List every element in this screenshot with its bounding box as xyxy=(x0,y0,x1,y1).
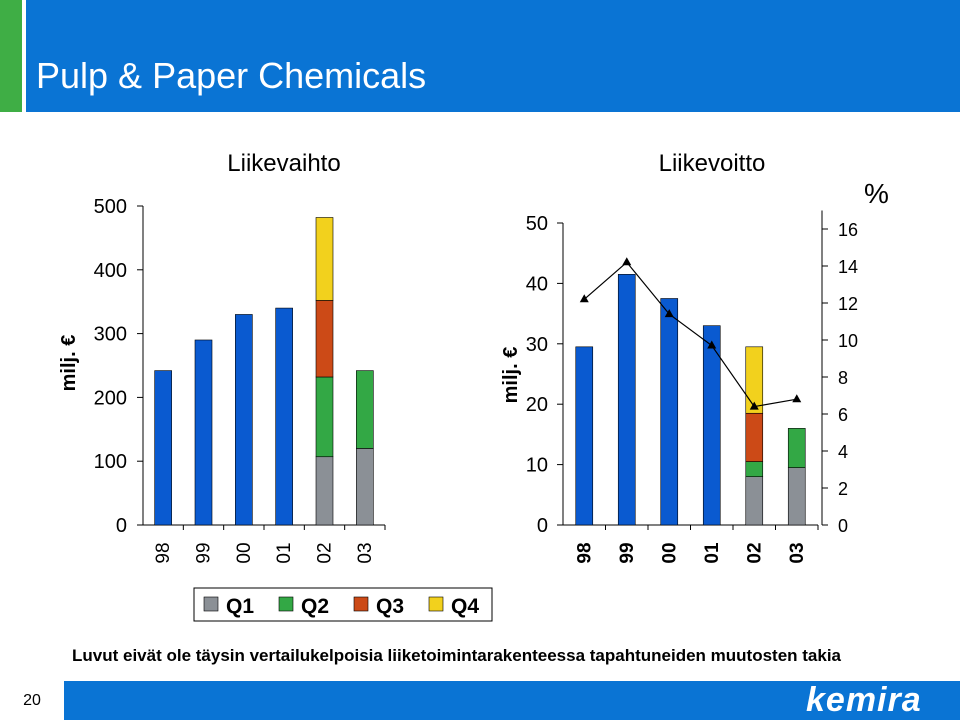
x-tick-label: 01 xyxy=(274,542,295,563)
bar-annual-98 xyxy=(575,346,594,526)
secondary-y-tick-label: 6 xyxy=(838,405,848,425)
y-tick-label: 40 xyxy=(526,273,548,295)
bar-annual-01 xyxy=(275,307,293,526)
secondary-y-tick-label: 12 xyxy=(838,294,858,314)
bar-segment-02-q3 xyxy=(745,412,764,462)
secondary-y-tick-label: 8 xyxy=(838,368,848,388)
margin-point-02 xyxy=(749,401,759,410)
y-axis-label: milj. € xyxy=(58,335,80,392)
x-tick-label: 03 xyxy=(787,542,808,563)
y-tick-label: 500 xyxy=(94,196,127,218)
bar-segment-03-q1 xyxy=(787,467,806,526)
page-number: 20 xyxy=(23,692,41,709)
header-accent-stripe xyxy=(0,0,22,112)
y-tick-label: 50 xyxy=(526,213,548,235)
chart-title: Liikevoitto xyxy=(659,150,766,177)
secondary-y-tick-label: 10 xyxy=(838,331,858,351)
bar-segment-02-q1 xyxy=(745,476,764,526)
y-tick-label: 0 xyxy=(537,515,548,537)
secondary-axis-unit: % xyxy=(864,178,889,209)
bar-segment-02-q3 xyxy=(315,300,334,378)
x-tick-label: 03 xyxy=(355,542,376,563)
bar-segment-02-q1 xyxy=(315,456,334,526)
bar-segment-02-q2 xyxy=(315,376,334,458)
bar-annual-01 xyxy=(702,325,721,526)
margin-point-98 xyxy=(579,294,589,303)
bar-segment-03-q2 xyxy=(787,428,806,468)
legend-swatch-q2 xyxy=(278,596,294,612)
secondary-y-tick-label: 2 xyxy=(838,479,848,499)
margin-point-03 xyxy=(792,394,802,403)
bar-annual-00 xyxy=(660,298,679,526)
bar-segment-02-q2 xyxy=(745,461,764,477)
y-axis-label: milj. € xyxy=(500,347,522,404)
bar-annual-00 xyxy=(235,314,253,526)
bar-segment-02-q4 xyxy=(315,217,334,301)
bar-annual-99 xyxy=(194,339,213,526)
margin-line xyxy=(583,261,797,408)
y-tick-label: 20 xyxy=(526,394,548,416)
x-tick-label: 00 xyxy=(659,542,680,563)
footer-bar xyxy=(0,681,960,720)
legend-label-q4: Q4 xyxy=(451,595,479,618)
legend-swatch-q3 xyxy=(353,596,369,612)
x-tick-label: 01 xyxy=(702,542,723,564)
y-tick-label: 0 xyxy=(116,515,127,537)
legend-label-q3: Q3 xyxy=(376,595,404,618)
header-divider xyxy=(22,0,26,112)
bar-segment-02-q4 xyxy=(745,346,764,414)
margin-point-01 xyxy=(707,340,717,349)
x-tick-label: 98 xyxy=(153,542,174,563)
bar-annual-99 xyxy=(617,274,636,526)
y-tick-label: 10 xyxy=(526,455,548,477)
x-tick-label: 99 xyxy=(617,542,638,563)
chart-title: Liikevaihto xyxy=(227,150,340,177)
legend-swatch-q4 xyxy=(428,596,444,612)
legend-label-q1: Q1 xyxy=(226,595,254,618)
bar-annual-98 xyxy=(154,370,172,526)
header-bar xyxy=(0,0,960,112)
x-tick-label: 00 xyxy=(234,542,255,563)
secondary-y-tick-label: 4 xyxy=(838,442,848,462)
secondary-y-tick-label: 16 xyxy=(838,220,858,240)
x-tick-label: 02 xyxy=(744,542,765,563)
x-tick-label: 99 xyxy=(194,542,215,563)
y-tick-label: 400 xyxy=(94,260,127,282)
page-number-box xyxy=(0,681,64,720)
legend-label-q2: Q2 xyxy=(301,595,329,618)
y-tick-label: 100 xyxy=(94,451,127,473)
page-title: Pulp & Paper Chemicals xyxy=(36,55,427,96)
bar-segment-03-q1 xyxy=(356,448,374,526)
y-tick-label: 30 xyxy=(526,334,548,356)
kemira-logo: kemira xyxy=(806,681,922,719)
footnote: Luvut eivät ole täysin vertailukelpoisia… xyxy=(72,646,842,665)
bar-segment-03-q2 xyxy=(356,370,374,449)
x-tick-label: 02 xyxy=(315,542,336,563)
legend-swatch-q1 xyxy=(203,596,219,612)
y-tick-label: 200 xyxy=(94,387,127,409)
margin-point-99 xyxy=(622,257,632,266)
margin-point-00 xyxy=(664,309,674,318)
secondary-y-tick-label: 14 xyxy=(838,257,858,277)
secondary-y-tick-label: 0 xyxy=(838,516,848,536)
x-tick-label: 98 xyxy=(574,542,595,563)
y-tick-label: 300 xyxy=(94,324,127,346)
